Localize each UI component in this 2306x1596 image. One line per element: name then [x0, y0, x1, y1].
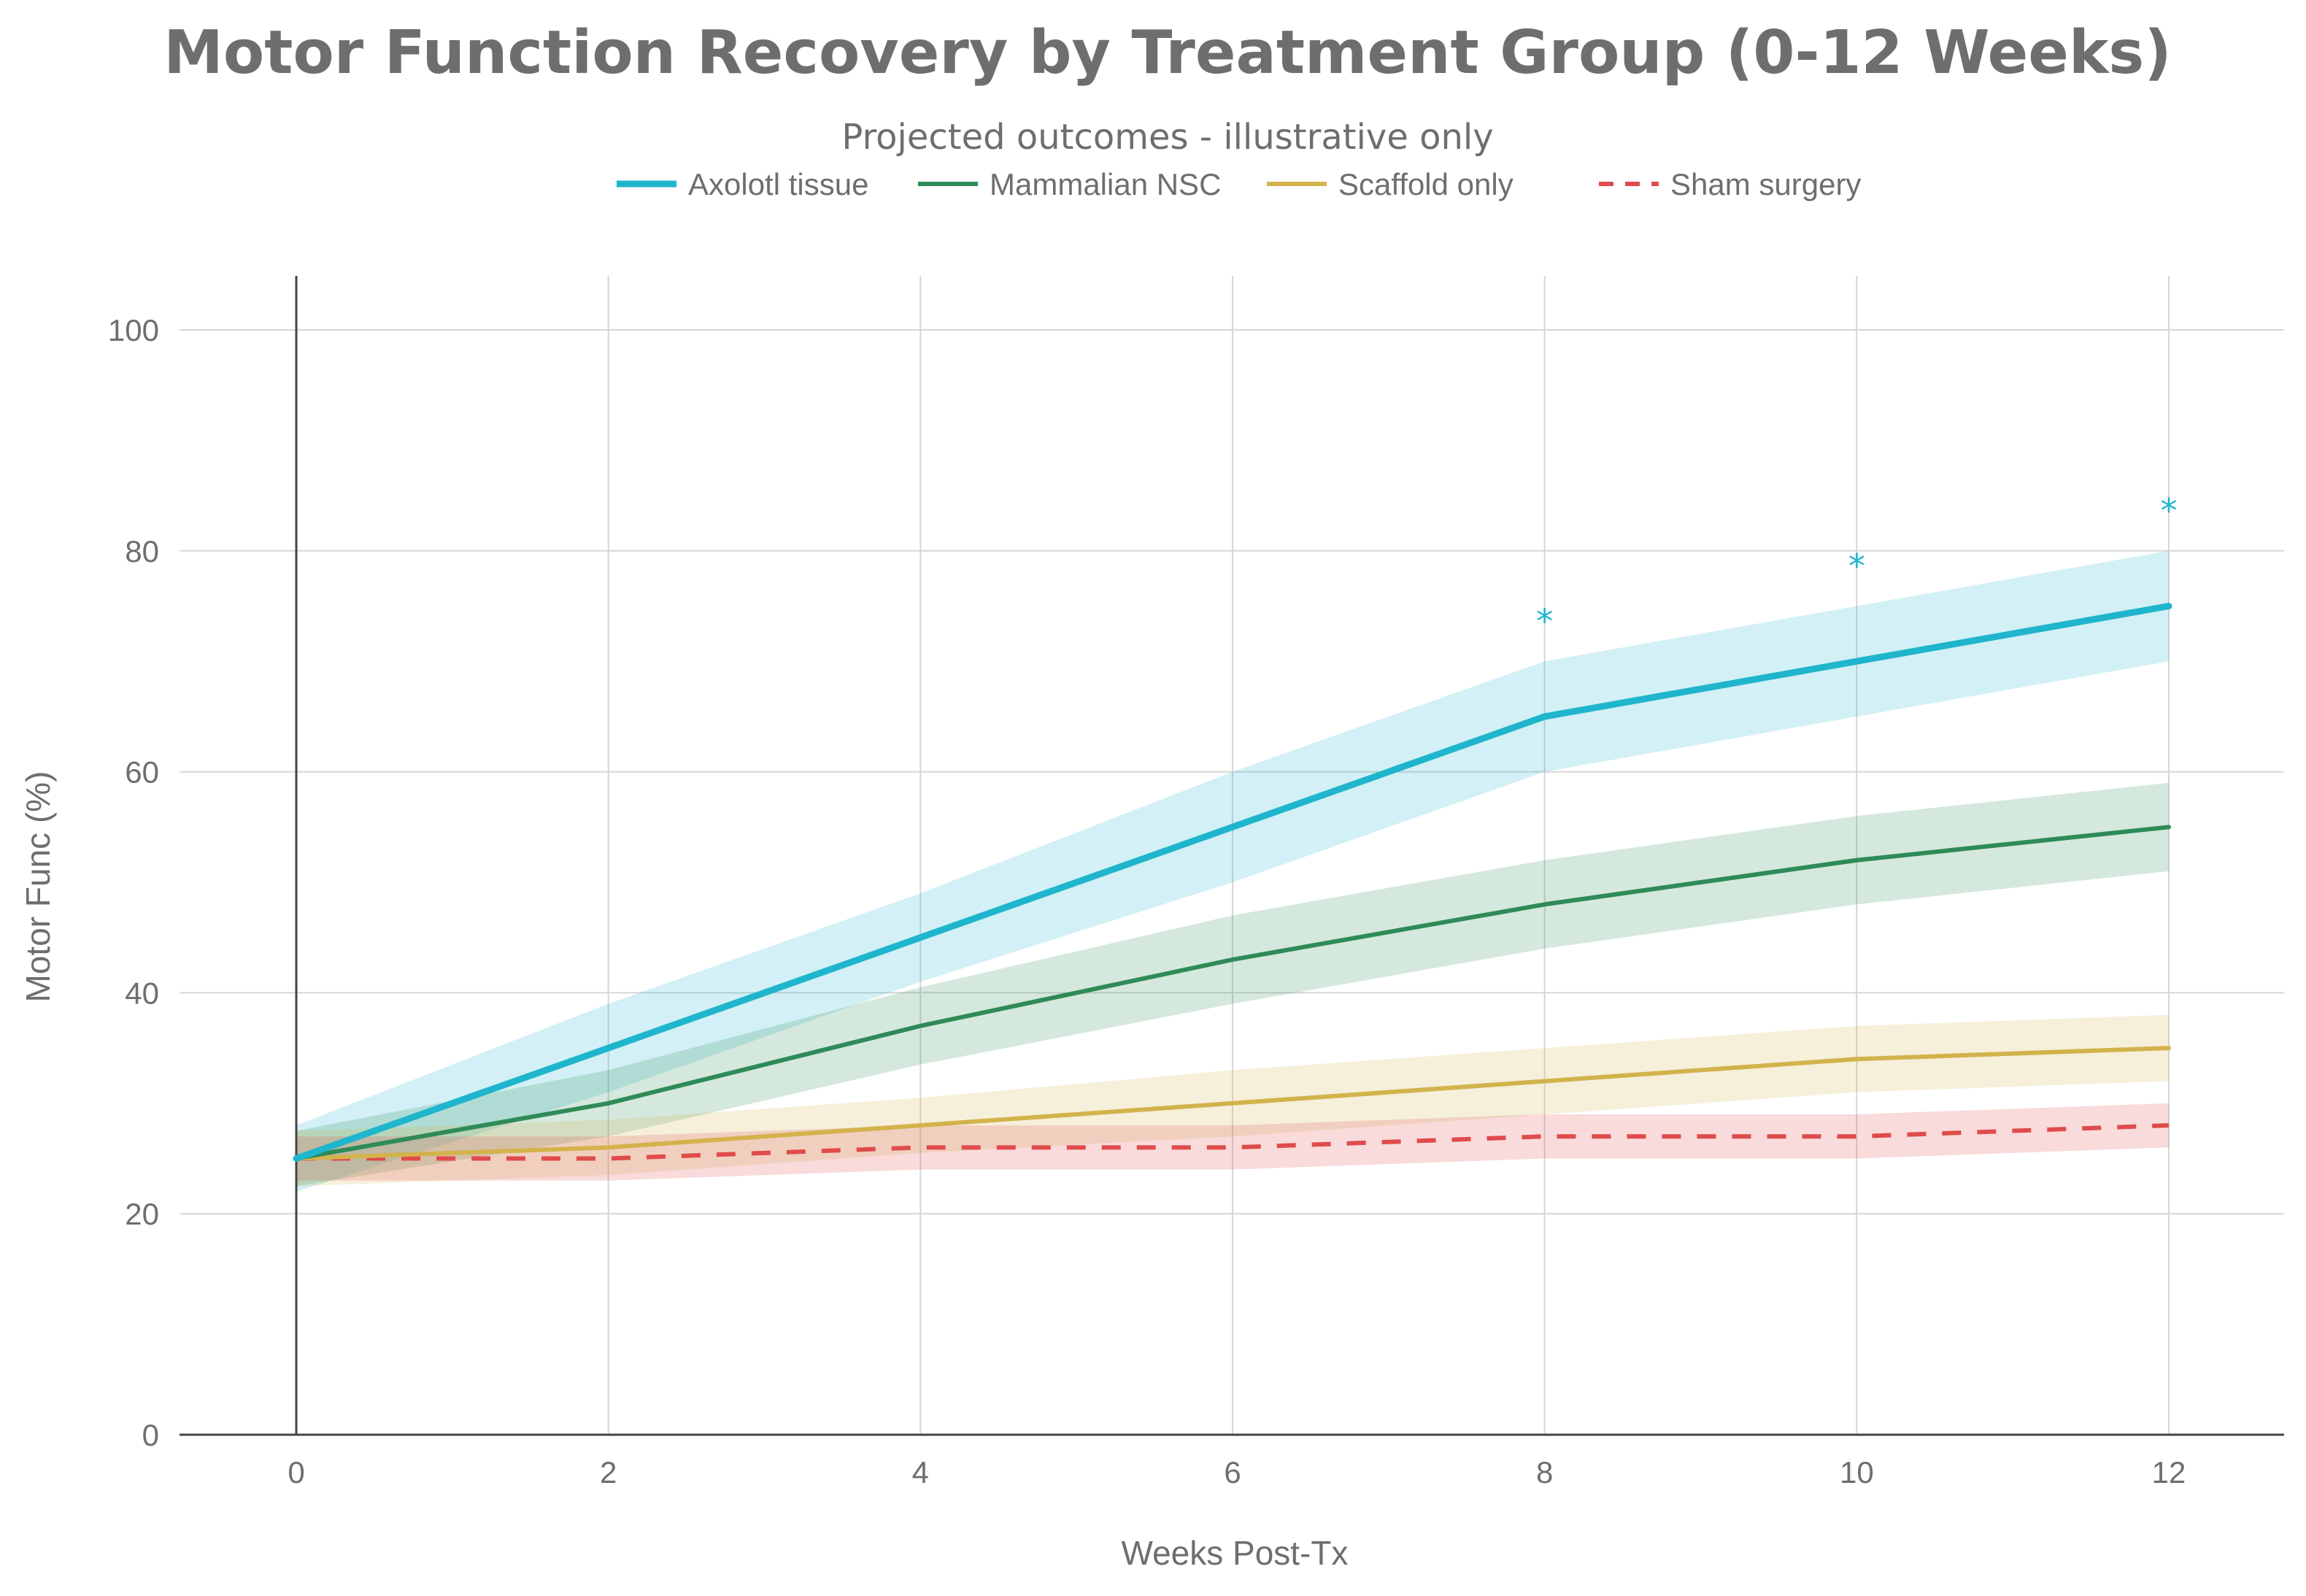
y-tick-label: 0 [142, 1418, 159, 1452]
x-tick-label: 2 [600, 1455, 617, 1489]
x-tick-labels: 0 2 4 6 8 10 12 [288, 1455, 2186, 1489]
y-tick-label: 100 [108, 313, 159, 347]
y-tick-label: 80 [125, 534, 159, 568]
confidence-band [296, 550, 2169, 1192]
x-tick-label: 8 [1536, 1455, 1553, 1489]
x-axis-label: Weeks Post-Tx [1122, 1534, 1349, 1572]
y-tick-label: 60 [125, 755, 159, 790]
confidence-band [296, 1103, 2169, 1181]
series-line [293, 603, 2172, 1162]
x-tick-label: 0 [288, 1455, 304, 1489]
y-tick-labels: 0 20 40 60 80 100 [108, 313, 159, 1452]
y-tick-label: 20 [125, 1197, 159, 1231]
significance-marker: * [2161, 491, 2178, 531]
legend: Axolotl tissue Mammalian NSC Scaffold only… [617, 167, 1861, 201]
series-line [294, 825, 2171, 1161]
x-tick-label: 6 [1224, 1455, 1241, 1489]
legend-entry-label: Axolotl tissue [688, 167, 868, 201]
legend-entry-label: Mammalian NSC [990, 167, 1221, 201]
axes [180, 276, 2284, 1436]
significance-marker: * [1848, 547, 1865, 586]
legend-entry-label: Scaffold only [1338, 167, 1513, 201]
series-line [294, 1046, 2171, 1161]
significance-marker: * [1536, 602, 1553, 641]
x-tick-label: 10 [1840, 1455, 1874, 1489]
annotations: * * * [1536, 491, 2177, 641]
x-tick-label: 12 [2152, 1455, 2186, 1489]
x-tick-label: 4 [912, 1455, 929, 1489]
grid [180, 276, 2284, 1435]
legend-entry-label: Sham surgery [1670, 167, 1861, 201]
series-lines [293, 603, 2172, 1162]
confidence-band [296, 1014, 2169, 1187]
y-axis-label: Motor Func (%) [19, 771, 57, 1003]
chart-subtitle: Projected outcomes - illustrative only [841, 117, 1493, 158]
y-tick-label: 40 [125, 976, 159, 1010]
chart-title: Motor Function Recovery by Treatment Gro… [163, 18, 2171, 88]
